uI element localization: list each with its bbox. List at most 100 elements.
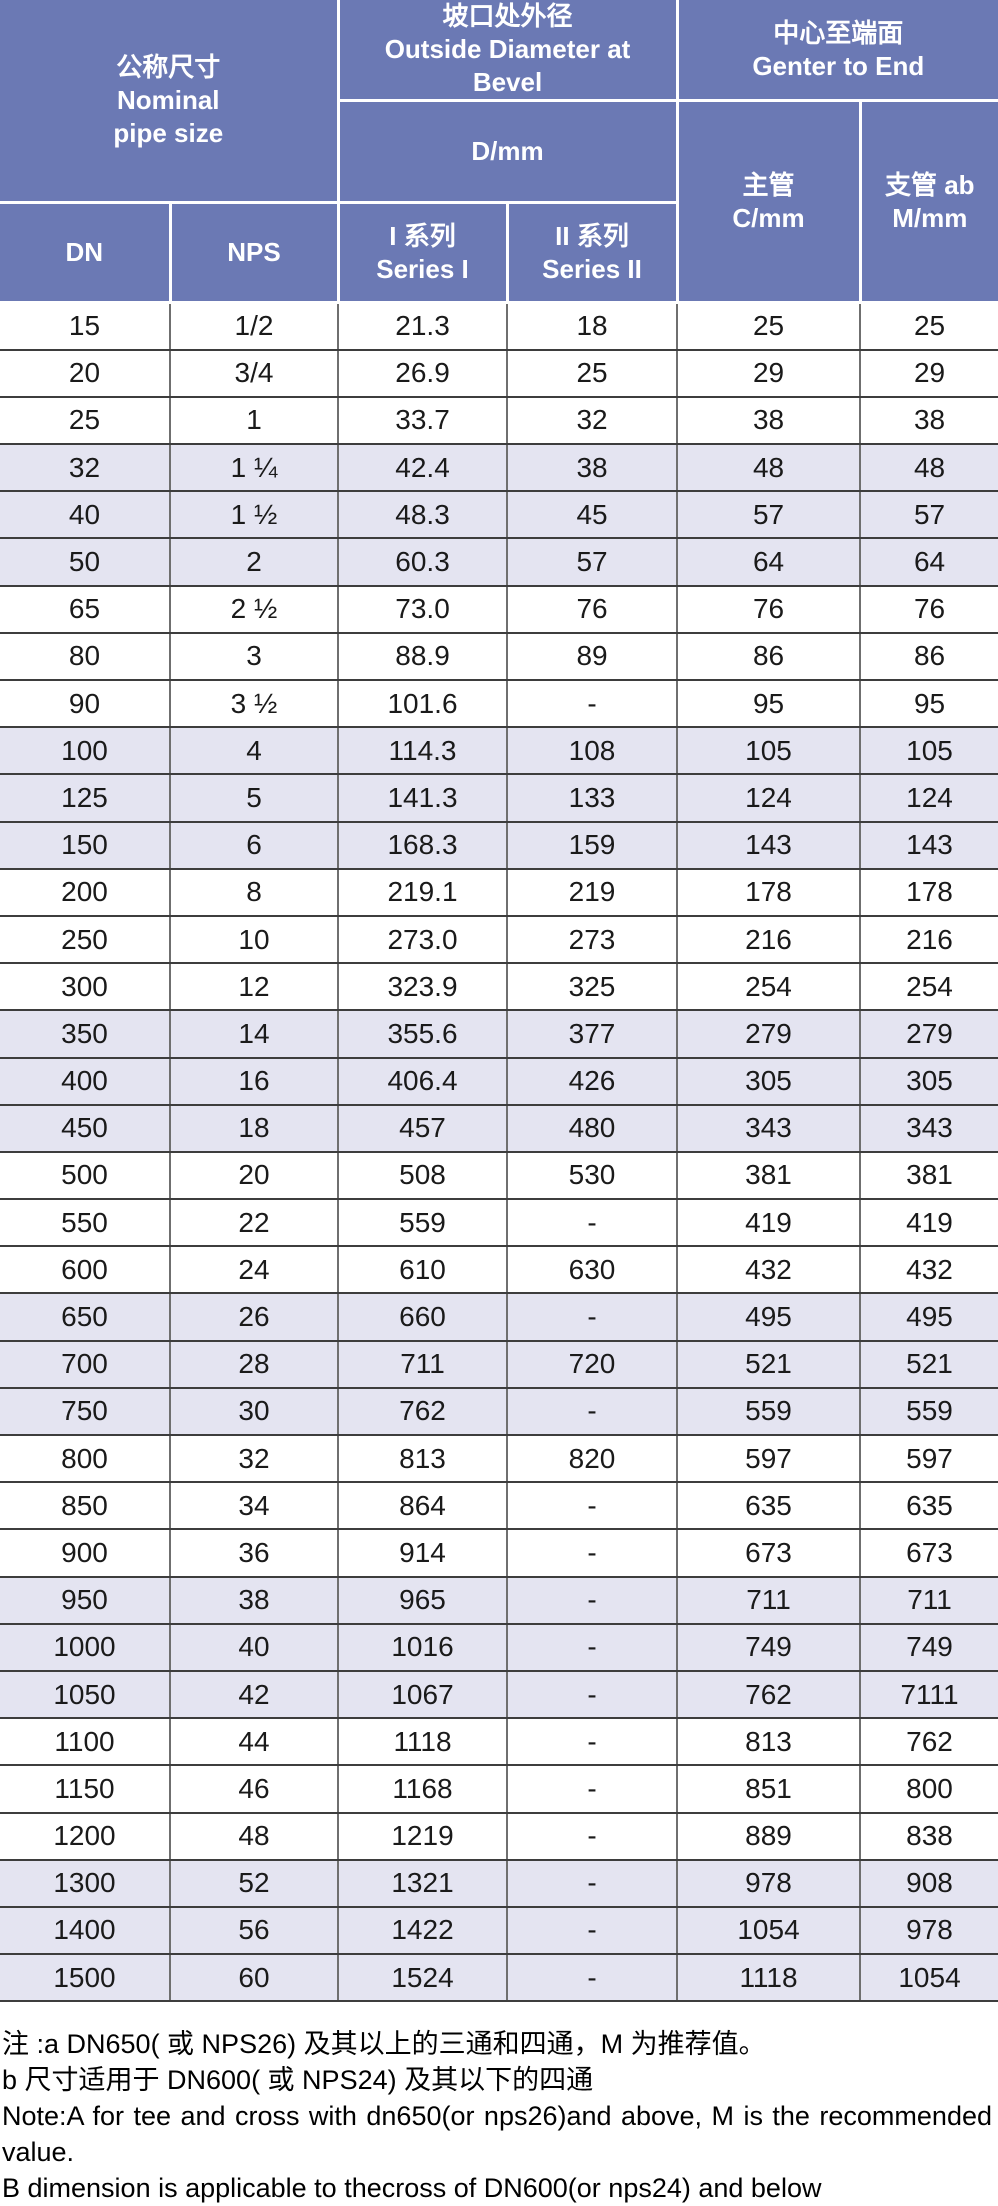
cell-nps: 52	[168, 1858, 340, 1908]
note-a-en: Note:A for tee and cross with dn650(or n…	[2, 2101, 992, 2168]
header-series-2: II 系列 Series II	[505, 201, 678, 304]
cell-c: 57	[676, 490, 862, 540]
cell-dn: 250	[0, 914, 171, 965]
cell-nps: 48	[168, 1811, 340, 1861]
cell-nps: 38	[168, 1575, 340, 1625]
cell-dn: 65	[0, 584, 171, 634]
cell-nps: 2 ½	[168, 584, 340, 634]
cell-c: 813	[676, 1717, 862, 1767]
cell-nps: 20	[168, 1150, 340, 1201]
cell-m: 711	[859, 1575, 998, 1625]
header-center-en: Genter to End	[752, 50, 925, 81]
table-row: 1500 60 1524-1118 1054	[0, 1953, 998, 2003]
cell-nps: 26	[168, 1292, 340, 1342]
cell-d1: 1067	[337, 1669, 509, 1720]
cell-d2: 480	[506, 1103, 679, 1153]
cell-m: 95	[859, 678, 998, 729]
table-row: 20 3/4 26.9 25 29 29	[0, 348, 998, 398]
cell-c: 48	[676, 443, 862, 493]
table-row: 100 4 114.3 108 105 105	[0, 726, 998, 776]
cell-d1: 60.3	[337, 537, 509, 587]
cell-dn: 15	[0, 302, 171, 351]
cell-nps: 3/4	[168, 348, 340, 398]
cell-d1: 42.4	[337, 443, 509, 493]
cell-nps: 3	[168, 631, 340, 682]
table-body: 15 1/2 21.3 18 25 25 20 3/4 26.9 25 29 29 25 1 33.7 32 3…	[0, 302, 998, 2003]
table-row: 250 10 273.0 273 216 216	[0, 914, 998, 965]
table-row: 650 26 660-495 495	[0, 1292, 998, 1342]
note-b-en: B dimension is applicable to thecross of…	[2, 2173, 822, 2204]
cell-dn: 1500	[0, 1953, 171, 2003]
header-outside-diameter-at-bevel: 坡口处外径 Outside Diameter at Bevel	[336, 0, 679, 102]
cell-c: 95	[676, 678, 862, 729]
cell-d2: 18	[506, 302, 679, 351]
cell-m: 597	[859, 1433, 998, 1484]
table-notes: 注 :a DN650( 或 NPS26) 及其以上的三通和四通，M 为推荐值。 …	[0, 2002, 998, 2206]
cell-dn: 700	[0, 1339, 171, 1389]
cell-m: 838	[859, 1811, 998, 1861]
cell-dn: 90	[0, 678, 171, 729]
cell-dn: 300	[0, 962, 171, 1012]
cell-d2: 820	[506, 1433, 679, 1484]
cell-d1: 1168	[337, 1764, 509, 1814]
cell-c: 279	[676, 1009, 862, 1059]
cell-m: 64	[859, 537, 998, 587]
table-row: 600 24 610 630 432 432	[0, 1245, 998, 1295]
cell-d2: -	[506, 1528, 679, 1578]
table-row: 1150 46 1168-851 800	[0, 1764, 998, 1814]
cell-d2: 426	[506, 1056, 679, 1106]
cell-dn: 150	[0, 820, 171, 870]
table-row: 1200 48 1219-889 838	[0, 1811, 998, 1861]
cell-d1: 660	[337, 1292, 509, 1342]
cell-m: 25	[859, 302, 998, 351]
cell-d2: -	[506, 1669, 679, 1720]
table-row: 450 18 457 480 343 343	[0, 1103, 998, 1153]
table-row: 400 16 406.4 426 305 305	[0, 1056, 998, 1106]
cell-nps: 56	[168, 1905, 340, 1956]
cell-m: 673	[859, 1528, 998, 1578]
cell-d2: 45	[506, 490, 679, 540]
cell-m: 178	[859, 867, 998, 917]
cell-nps: 22	[168, 1198, 340, 1248]
cell-m: 7111	[859, 1669, 998, 1720]
cell-c: 673	[676, 1528, 862, 1578]
cell-dn: 600	[0, 1245, 171, 1295]
cell-d2: 530	[506, 1150, 679, 1201]
cell-d1: 33.7	[337, 395, 509, 446]
cell-c: 25	[676, 302, 862, 351]
cell-m: 381	[859, 1150, 998, 1201]
cell-nps: 8	[168, 867, 340, 917]
header-main-en: C/mm	[732, 202, 805, 233]
cell-c: 1118	[676, 1953, 862, 2003]
cell-d1: 48.3	[337, 490, 509, 540]
cell-d1: 141.3	[337, 773, 509, 823]
cell-dn: 1300	[0, 1858, 171, 1908]
header-nps: NPS	[168, 201, 340, 304]
header-nominal-en-line1: Nominal	[116, 85, 220, 115]
table-row: 1400 56 1422-1054 978	[0, 1905, 998, 1956]
cell-m: 143	[859, 820, 998, 870]
cell-c: 597	[676, 1433, 862, 1484]
cell-c: 216	[676, 914, 862, 965]
table-row: 65 2 ½ 73.0 76 76 76	[0, 584, 998, 634]
cell-c: 76	[676, 584, 862, 634]
table-row: 550 22 559-419 419	[0, 1198, 998, 1248]
cell-d2: -	[506, 1953, 679, 2003]
cell-d2: 32	[506, 395, 679, 446]
cell-d1: 711	[337, 1339, 509, 1389]
cell-nps: 28	[168, 1339, 340, 1389]
cell-nps: 30	[168, 1386, 340, 1437]
cell-m: 978	[859, 1905, 998, 1956]
cell-m: 800	[859, 1764, 998, 1814]
cell-nps: 4	[168, 726, 340, 776]
table-header: 公称尺寸 Nominal pipe size 坡口处外径 Outside Dia…	[0, 0, 998, 304]
cell-d2: 57	[506, 537, 679, 587]
cell-d1: 273.0	[337, 914, 509, 965]
cell-dn: 650	[0, 1292, 171, 1342]
cell-dn: 1150	[0, 1764, 171, 1814]
note-a-zh: 注 :a DN650( 或 NPS26) 及其以上的三通和四通，M 为推荐值。	[2, 2029, 766, 2060]
cell-m: 432	[859, 1245, 998, 1295]
header-main-pipe-c: 主管 C/mm	[675, 99, 862, 304]
cell-c: 124	[676, 773, 862, 823]
cell-c: 978	[676, 1858, 862, 1908]
